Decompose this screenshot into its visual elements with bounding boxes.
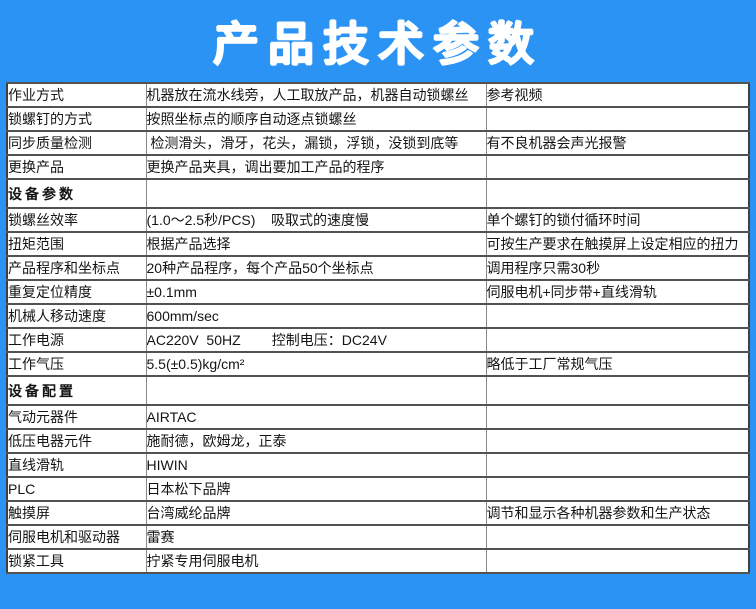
parameter-label: 扭矩范围 [6,231,147,257]
parameter-note [485,375,750,406]
spec-table-body: 作业方式 机器放在流水线旁，人工取放产品，机器自动锁螺丝 参考视频 锁螺钉的方式 按照坐… [6,82,750,574]
table-row: 同步质量检测 检测滑头，滑牙，花头，漏锁，浮锁，没锁到底等 有不良机器会声光报警 [6,130,750,156]
table-row: 机械人移动速度 600mm/sec [6,303,750,329]
parameter-value: 根据产品选择 [145,231,487,257]
table-row: 作业方式 机器放在流水线旁，人工取放产品，机器自动锁螺丝 参考视频 [6,82,750,108]
parameter-note: 伺服电机+同步带+直线滑轨 [485,279,750,305]
parameter-value: ±0.1mm [145,279,487,305]
section-row: 设备参数 [6,178,750,209]
parameter-value: 日本松下品牌 [145,476,487,502]
table-row: 锁螺丝效率 (1.0～2.5秒/PCS) 吸取式的速度慢 单个螺钉的锁付循环时间 [6,207,750,233]
parameter-note: 可按生产要求在触摸屏上设定相应的扭力 [485,231,750,257]
table-row: 气动元器件 AIRTAC [6,404,750,430]
parameter-value: 施耐德，欧姆龙，正泰 [145,428,487,454]
parameter-label: 作业方式 [6,82,147,108]
parameter-note [485,106,750,132]
parameter-label: PLC [6,476,147,502]
table-row: PLC 日本松下品牌 [6,476,750,502]
parameter-label: 同步质量检测 [6,130,147,156]
parameter-value: 更换产品夹具，调出要加工产品的程序 [145,154,487,180]
table-row: 伺服电机和驱动器 雷赛 [6,524,750,550]
parameter-label: 更换产品 [6,154,147,180]
parameter-note [485,428,750,454]
footer-bar [0,574,756,609]
parameter-label: 重复定位精度 [6,279,147,305]
parameter-label: 工作气压 [6,351,147,377]
parameter-value: HIWIN [145,452,487,478]
parameter-note [485,548,750,574]
parameter-note: 单个螺钉的锁付循环时间 [485,207,750,233]
parameter-value: 5.5(±0.5)kg/cm² [145,351,487,377]
parameter-label: 锁螺钉的方式 [6,106,147,132]
parameter-value: 机器放在流水线旁，人工取放产品，机器自动锁螺丝 [145,82,487,108]
table-row: 更换产品 更换产品夹具，调出要加工产品的程序 [6,154,750,180]
parameter-note: 参考视频 [485,82,750,108]
parameter-note [485,327,750,353]
page-title: 产品技术参数 [213,18,543,70]
parameter-label: 产品程序和坐标点 [6,255,147,281]
parameter-value: 检测滑头，滑牙，花头，漏锁，浮锁，没锁到底等 [145,130,487,156]
parameter-value [145,375,487,406]
parameter-label: 气动元器件 [6,404,147,430]
table-row: 产品程序和坐标点 20种产品程序，每个产品50个坐标点 调用程序只需30秒 [6,255,750,281]
parameter-label: 锁紧工具 [6,548,147,574]
table-row: 重复定位精度 ±0.1mm 伺服电机+同步带+直线滑轨 [6,279,750,305]
table-row: 工作电源 AC220V 50HZ 控制电压：DC24V [6,327,750,353]
table-container: 作业方式 机器放在流水线旁，人工取放产品，机器自动锁螺丝 参考视频 锁螺钉的方式 按照坐… [6,82,750,574]
parameter-label: 触摸屏 [6,500,147,526]
table-row: 扭矩范围 根据产品选择 可按生产要求在触摸屏上设定相应的扭力 [6,231,750,257]
parameter-value: 拧紧专用伺服电机 [145,548,487,574]
parameter-note: 调节和显示各种机器参数和生产状态 [485,500,750,526]
parameter-note: 有不良机器会声光报警 [485,130,750,156]
parameter-note [485,303,750,329]
parameter-label: 机械人移动速度 [6,303,147,329]
parameter-value [145,178,487,209]
table-row: 锁螺钉的方式 按照坐标点的顺序自动逐点锁螺丝 [6,106,750,132]
parameter-value: 20种产品程序，每个产品50个坐标点 [145,255,487,281]
parameter-label: 工作电源 [6,327,147,353]
parameter-note [485,404,750,430]
section-row: 设备配置 [6,375,750,406]
spec-table: 作业方式 机器放在流水线旁，人工取放产品，机器自动锁螺丝 参考视频 锁螺钉的方式 按照坐… [6,82,750,574]
parameter-label: 低压电器元件 [6,428,147,454]
parameter-label: 直线滑轨 [6,452,147,478]
parameter-value: 雷赛 [145,524,487,550]
parameter-note [485,154,750,180]
table-row: 直线滑轨 HIWIN [6,452,750,478]
parameter-note [485,178,750,209]
parameter-value: AIRTAC [145,404,487,430]
parameter-note: 略低于工厂常规气压 [485,351,750,377]
parameter-note: 调用程序只需30秒 [485,255,750,281]
table-row: 低压电器元件 施耐德，欧姆龙，正泰 [6,428,750,454]
page-header: 产品技术参数 [0,0,756,82]
table-row: 锁紧工具 拧紧专用伺服电机 [6,548,750,574]
parameter-note [485,524,750,550]
parameter-value: 600mm/sec [145,303,487,329]
parameter-note [485,452,750,478]
table-row: 工作气压 5.5(±0.5)kg/cm² 略低于工厂常规气压 [6,351,750,377]
parameter-value: (1.0～2.5秒/PCS) 吸取式的速度慢 [145,207,487,233]
table-row: 触摸屏 台湾威纶品牌 调节和显示各种机器参数和生产状态 [6,500,750,526]
section-title: 设备参数 [6,178,147,209]
section-title: 设备配置 [6,375,147,406]
parameter-label: 锁螺丝效率 [6,207,147,233]
parameter-note [485,476,750,502]
parameter-label: 伺服电机和驱动器 [6,524,147,550]
parameter-value: 台湾威纶品牌 [145,500,487,526]
parameter-value: AC220V 50HZ 控制电压：DC24V [145,327,487,353]
parameter-value: 按照坐标点的顺序自动逐点锁螺丝 [145,106,487,132]
